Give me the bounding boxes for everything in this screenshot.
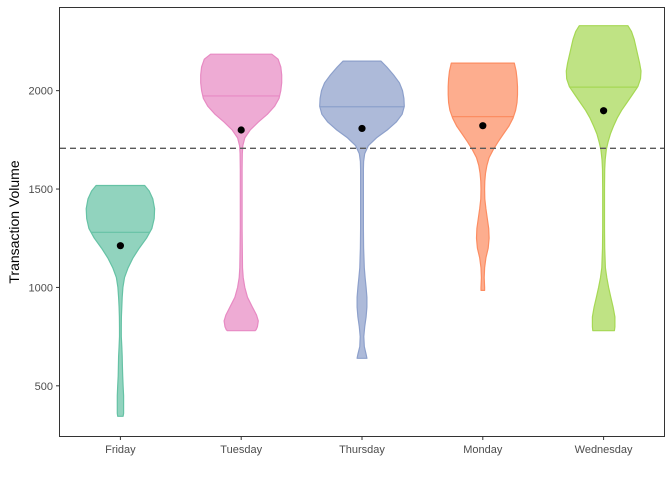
mean-point-friday	[116, 242, 124, 250]
x-tick-label-thursday: Thursday	[339, 444, 385, 456]
violin-monday	[447, 62, 519, 291]
y-tick-label-2000: 2000	[29, 86, 53, 98]
means-layer	[116, 107, 608, 250]
mean-point-thursday	[358, 124, 366, 133]
x-tick-label-monday: Monday	[463, 444, 503, 456]
mean-point-monday	[479, 122, 487, 130]
mean-point-wednesday	[600, 107, 608, 115]
x-tick-label-wednesday: Wednesday	[575, 444, 633, 456]
y-tick-label-500: 500	[35, 381, 53, 393]
x-tick-label-friday: Friday	[105, 444, 136, 456]
y-tick-label-1500: 1500	[29, 184, 53, 196]
violins-layer	[85, 25, 642, 417]
y-axis: 500 1000 1500 2000	[29, 86, 60, 393]
y-tick-label-1000: 1000	[29, 282, 53, 294]
violin-tuesday	[200, 53, 283, 332]
violin-thursday	[319, 60, 405, 359]
x-tick-label-tuesday: Tuesday	[220, 444, 262, 456]
violin-friday	[85, 184, 156, 417]
violin-wednesday	[565, 25, 642, 332]
y-axis-title: Transaction Volume	[6, 160, 22, 283]
x-axis: Friday Tuesday Thursday Monday Wednesday	[105, 436, 633, 456]
mean-point-tuesday	[237, 126, 245, 134]
